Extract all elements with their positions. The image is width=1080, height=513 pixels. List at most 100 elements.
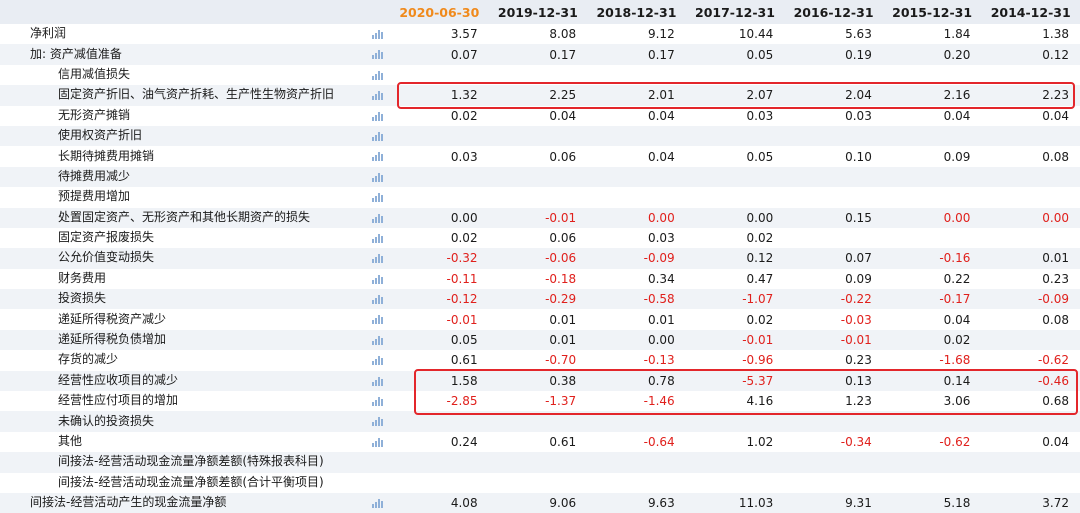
value-cell: -1.68 [882, 350, 982, 371]
bar-chart-icon[interactable] [372, 416, 384, 427]
value-cell: 0.08 [981, 146, 1080, 167]
period-header-5[interactable]: 2015-12-31 [882, 0, 982, 24]
row-label: 使用权资产折旧 [58, 128, 143, 143]
bar-chart-icon[interactable] [372, 437, 384, 447]
value-cell: 0.19 [784, 44, 883, 65]
bar-chart-icon[interactable] [372, 253, 384, 264]
bar-chart-icon[interactable] [372, 192, 384, 203]
period-header-1[interactable]: 2019-12-31 [488, 0, 588, 24]
value-cell: 3.06 [882, 391, 982, 412]
bar-chart-icon[interactable] [372, 498, 384, 508]
value-cell: 0.00 [390, 207, 489, 228]
bar-chart-icon[interactable] [372, 90, 384, 101]
value-cell: 0.06 [488, 227, 588, 249]
value-cell [488, 411, 588, 432]
value-cell: 0.00 [981, 207, 1080, 228]
table-row: 公允价值变动损失 -0.32 -0.06 -0.09 0.12 0.07 -0.16 0.01 [0, 248, 1080, 269]
value-cell [882, 472, 982, 493]
period-header-2[interactable]: 2018-12-31 [587, 0, 686, 24]
value-cell: -0.11 [390, 268, 489, 290]
value-cell: 0.14 [882, 370, 982, 392]
value-cell: 0.04 [587, 105, 686, 126]
table-row: 投资损失 -0.12 -0.29 -0.58 -1.07 -0.22 -0.17 -0.09 [0, 289, 1080, 310]
bar-chart-icon[interactable] [372, 70, 384, 80]
value-cell: -0.58 [587, 289, 686, 310]
row-label: 递延所得税负债增加 [58, 332, 167, 347]
value-cell: 0.03 [685, 105, 785, 126]
value-cell: 2.23 [981, 85, 1080, 106]
value-cell: 0.68 [981, 391, 1080, 412]
table-row: 间接法-经营活动产生的现金流量净额 4.08 9.06 9.63 11.03 9.31 5.… [0, 492, 1080, 513]
value-cell [685, 472, 785, 493]
bar-chart-icon[interactable] [372, 396, 384, 407]
value-cell: -0.34 [784, 431, 883, 453]
value-cell: 0.61 [390, 350, 489, 371]
value-cell [685, 125, 785, 147]
period-header-6[interactable]: 2014-12-31 [981, 0, 1080, 24]
value-cell: 0.23 [981, 268, 1080, 290]
bar-chart-icon[interactable] [372, 314, 384, 325]
value-cell: -0.18 [488, 268, 588, 290]
value-cell [587, 125, 686, 147]
period-header-4[interactable]: 2016-12-31 [784, 0, 883, 24]
value-cell [488, 125, 588, 147]
row-label: 加: 资产减值准备 [30, 46, 122, 61]
value-cell: 0.04 [587, 146, 686, 167]
value-cell: 0.17 [587, 44, 686, 65]
row-label-cell: 预提费用增加 [0, 187, 391, 208]
row-label: 财务费用 [58, 270, 107, 285]
value-cell: 0.01 [488, 329, 588, 351]
value-cell: 0.03 [587, 227, 686, 249]
value-cell: 1.58 [390, 370, 489, 392]
value-cell: 8.08 [488, 24, 588, 45]
bar-chart-icon[interactable] [372, 151, 384, 162]
value-cell: -2.85 [390, 391, 489, 412]
value-cell [784, 227, 883, 249]
bar-chart-icon[interactable] [372, 294, 384, 305]
row-label-cell: 递延所得税资产减少 [0, 309, 391, 330]
bar-chart-icon[interactable] [372, 29, 384, 39]
bar-chart-icon[interactable] [372, 376, 384, 386]
row-label-cell: 间接法-经营活动现金流量净额差额(特殊报表科目) [0, 452, 391, 473]
value-cell [981, 187, 1080, 208]
bar-chart-icon[interactable] [372, 49, 384, 60]
value-cell: 2.01 [587, 85, 686, 106]
period-header-3[interactable]: 2017-12-31 [685, 0, 785, 24]
value-cell: 0.23 [784, 350, 883, 371]
value-cell: 0.06 [488, 146, 588, 167]
value-cell [488, 64, 588, 86]
bar-chart-icon[interactable] [372, 233, 384, 243]
value-cell [488, 452, 588, 473]
row-label-cell: 固定资产报废损失 [0, 227, 391, 249]
value-cell: 0.15 [784, 207, 883, 228]
value-cell: -0.01 [390, 309, 489, 330]
value-cell: 5.63 [784, 24, 883, 45]
value-cell: -0.03 [784, 309, 883, 330]
value-cell [685, 452, 785, 473]
value-cell: -0.01 [784, 329, 883, 351]
value-cell [488, 472, 588, 493]
row-label-cell: 无形资产摊销 [0, 105, 391, 126]
value-cell [784, 64, 883, 86]
value-cell [587, 452, 686, 473]
table-row: 财务费用 -0.11 -0.18 0.34 0.47 0.09 0.22 0.23 [0, 268, 1080, 290]
bar-chart-icon[interactable] [372, 335, 384, 345]
bar-chart-icon[interactable] [372, 355, 384, 366]
row-label: 净利润 [30, 26, 67, 41]
period-header-0[interactable]: 2020-06-30 [390, 0, 489, 24]
bar-chart-icon[interactable] [372, 213, 384, 223]
row-label: 长期待摊费用摊销 [58, 148, 155, 163]
bar-chart-icon[interactable] [372, 172, 384, 182]
bar-chart-icon[interactable] [372, 274, 384, 284]
value-cell: 1.23 [784, 391, 883, 412]
bar-chart-icon[interactable] [372, 131, 384, 141]
value-cell: -0.09 [587, 248, 686, 269]
table-row: 无形资产摊销 0.02 0.04 0.04 0.03 0.03 0.04 0.04 [0, 105, 1080, 126]
value-cell: 2.16 [882, 85, 982, 106]
value-cell: -1.46 [587, 391, 686, 412]
value-cell: 10.44 [685, 24, 785, 45]
bar-chart-icon[interactable] [372, 111, 384, 121]
row-label-cell: 固定资产折旧、油气资产折耗、生产性生物资产折旧 [0, 85, 391, 106]
row-label-cell: 经营性应收项目的减少 [0, 370, 391, 392]
